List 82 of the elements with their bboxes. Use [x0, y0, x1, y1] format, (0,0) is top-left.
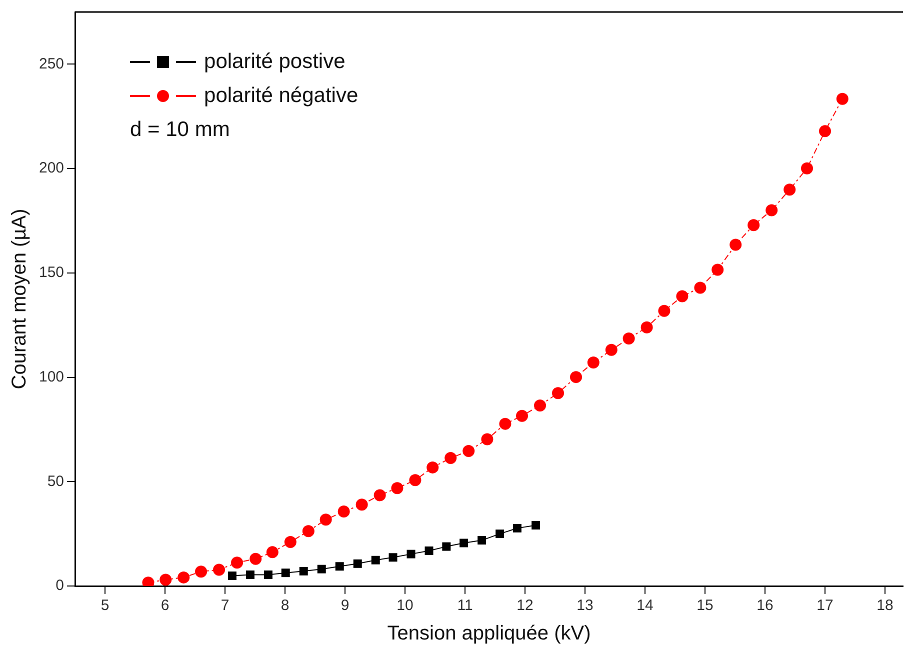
point [195, 566, 208, 578]
point [299, 566, 308, 576]
point [462, 444, 475, 457]
point [231, 556, 244, 569]
point [478, 536, 486, 545]
point [371, 556, 380, 564]
point [605, 344, 618, 356]
point [356, 498, 368, 511]
x-tick-label: 17 [816, 597, 834, 614]
point [532, 521, 540, 530]
x-tick-label: 16 [756, 597, 774, 614]
point [712, 264, 724, 276]
point [264, 570, 272, 579]
y-tick-label: 50 [47, 472, 64, 490]
point [784, 184, 796, 196]
x-axis-title: Tension appliquée (kV) [387, 622, 591, 645]
point [552, 387, 564, 400]
x-tick-label: 12 [516, 597, 534, 614]
y-tick-label: 150 [38, 264, 64, 282]
point [512, 524, 522, 532]
point [160, 574, 172, 586]
point [640, 321, 653, 334]
point [819, 125, 832, 138]
point [228, 572, 236, 580]
x-tick-label: 13 [576, 597, 594, 614]
point [338, 505, 350, 518]
point [391, 482, 404, 494]
point [766, 204, 778, 216]
point [302, 525, 314, 538]
x-tick-label: 10 [396, 597, 414, 614]
point [730, 238, 742, 251]
x-tick-label: 9 [340, 597, 350, 614]
x-tick-label: 14 [636, 597, 654, 614]
point [178, 571, 190, 584]
point [353, 559, 362, 568]
point [388, 553, 398, 562]
point [266, 546, 278, 558]
y-tick-label: 250 [38, 55, 64, 72]
point [335, 562, 344, 571]
point [622, 332, 635, 344]
y-tick-label: 100 [38, 368, 64, 386]
point [481, 433, 494, 446]
point [250, 552, 262, 565]
point [444, 452, 457, 464]
y-tick-label: 0 [56, 577, 64, 594]
point [406, 550, 416, 558]
point [496, 530, 504, 538]
point [748, 219, 760, 232]
point [424, 546, 434, 555]
x-tick-label: 7 [220, 597, 230, 614]
point [374, 489, 386, 502]
point [836, 92, 848, 105]
point [426, 461, 439, 474]
point [460, 538, 468, 548]
x-tick-label: 8 [280, 597, 290, 614]
point [587, 356, 600, 368]
point [317, 564, 326, 574]
point [676, 290, 688, 302]
point [694, 282, 706, 294]
point [801, 162, 814, 174]
point [570, 371, 582, 384]
x-tick-label: 18 [876, 597, 894, 614]
point [499, 418, 512, 430]
legend-label: polarité postive [204, 50, 346, 74]
point [246, 570, 254, 579]
legend-label: polarité négative [204, 84, 358, 108]
point [409, 474, 422, 486]
point [284, 536, 296, 548]
x-tick-label: 6 [160, 597, 170, 614]
y-axis-title: Courant moyen (µA) [8, 208, 31, 390]
annotation: d = 10 mm [130, 117, 230, 143]
point [534, 399, 546, 412]
point [516, 410, 528, 422]
point [281, 568, 290, 578]
point [658, 304, 670, 317]
y-tick-label: 200 [38, 160, 64, 177]
x-tick-label: 5 [100, 597, 110, 614]
point [213, 564, 226, 576]
x-tick-label: 11 [457, 597, 473, 614]
x-tick-label: 15 [696, 597, 714, 614]
point [442, 542, 451, 551]
point [320, 514, 332, 526]
